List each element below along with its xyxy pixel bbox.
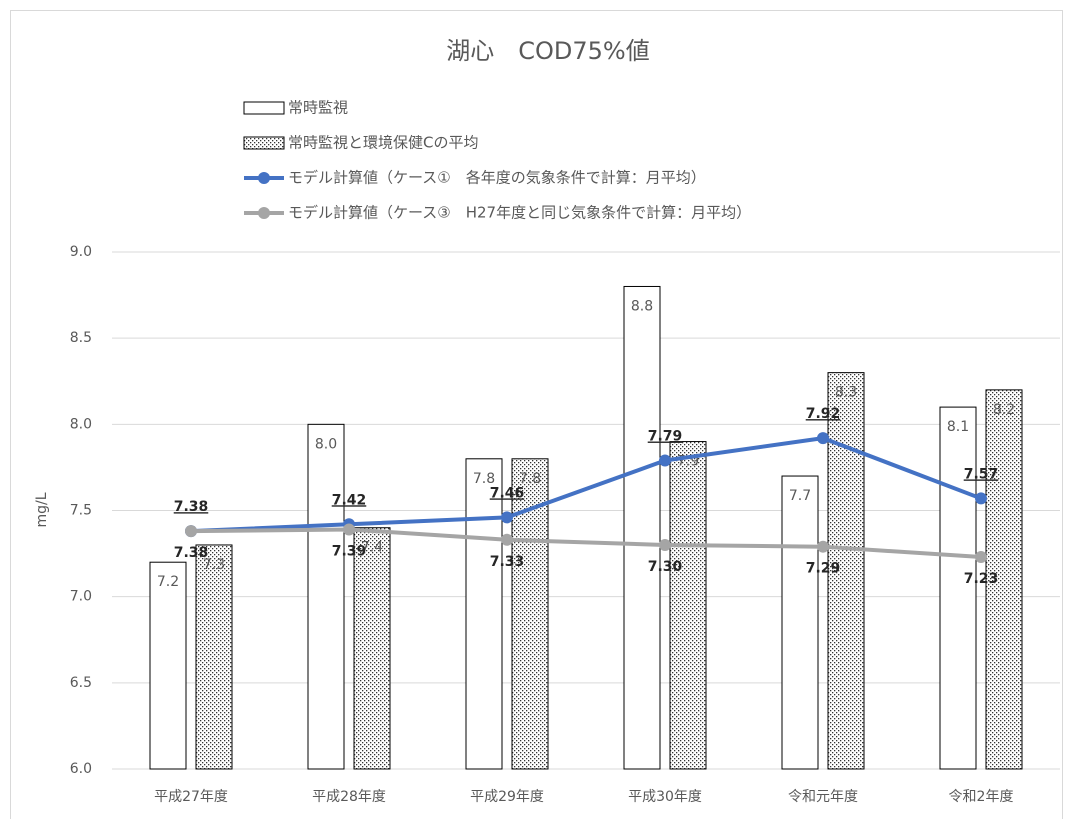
line-marker bbox=[185, 525, 197, 538]
bar bbox=[307, 423, 345, 770]
line-marker bbox=[343, 523, 355, 536]
line-value-label: 7.23 bbox=[964, 571, 999, 587]
bar bbox=[939, 406, 977, 770]
x-tick-label: 平成28年度 bbox=[312, 789, 386, 805]
line-value-label: 7.57 bbox=[964, 466, 999, 482]
chart-title: 湖心 COD75%値 bbox=[446, 37, 649, 65]
line-value-label: 7.38 bbox=[174, 545, 209, 561]
bar-value-label: 7.2 bbox=[157, 574, 179, 590]
line-marker bbox=[817, 432, 829, 445]
x-tick-label: 平成27年度 bbox=[154, 789, 228, 805]
legend-label: モデル計算値（ケース③ H27年度と同じ気象条件で計算：月平均） bbox=[288, 204, 751, 222]
legend-marker bbox=[258, 207, 270, 219]
x-tick-label: 平成30年度 bbox=[628, 789, 702, 805]
legend-marker bbox=[258, 172, 270, 184]
line-marker bbox=[501, 533, 513, 546]
line-marker bbox=[659, 454, 671, 467]
bar bbox=[623, 285, 661, 770]
bar-value-label: 7.4 bbox=[361, 540, 383, 556]
x-tick-label: 令和元年度 bbox=[788, 789, 858, 805]
x-tick-label: 令和2年度 bbox=[949, 789, 1014, 805]
line-marker bbox=[975, 492, 987, 505]
bar-value-label: 7.8 bbox=[519, 471, 541, 487]
line-value-label: 7.46 bbox=[490, 485, 525, 501]
line-marker bbox=[817, 540, 829, 553]
bar-value-label: 7.8 bbox=[473, 471, 495, 487]
y-tick-label: 7.5 bbox=[70, 503, 92, 519]
line-marker bbox=[975, 551, 987, 564]
line bbox=[190, 436, 982, 534]
line-value-label: 7.33 bbox=[490, 554, 525, 570]
line-value-label: 7.39 bbox=[332, 543, 367, 559]
bar-value-label: 8.0 bbox=[315, 436, 337, 452]
line-value-label: 7.29 bbox=[806, 561, 841, 577]
y-tick-label: 6.0 bbox=[70, 761, 92, 777]
legend-label: 常時監視と環境保健Cの平均 bbox=[288, 134, 478, 152]
bar-value-label: 7.3 bbox=[203, 557, 225, 573]
bar-value-label: 8.8 bbox=[631, 298, 653, 314]
y-tick-label: 7.0 bbox=[70, 589, 92, 605]
bar-value-label: 7.7 bbox=[789, 488, 811, 504]
bar bbox=[985, 389, 1023, 770]
line bbox=[190, 527, 982, 560]
bar bbox=[669, 441, 707, 770]
line-value-label: 7.38 bbox=[174, 499, 209, 515]
line-value-label: 7.92 bbox=[806, 406, 841, 422]
bar bbox=[353, 527, 391, 770]
legend-label: 常時監視 bbox=[288, 99, 348, 117]
bar bbox=[465, 458, 503, 770]
bar bbox=[195, 544, 233, 770]
line-value-label: 7.30 bbox=[648, 559, 683, 575]
bar bbox=[827, 372, 865, 770]
y-tick-label: 8.5 bbox=[70, 330, 92, 346]
y-tick-label: 6.5 bbox=[70, 675, 92, 691]
x-tick-label: 平成29年度 bbox=[470, 789, 544, 805]
y-tick-label: 8.0 bbox=[70, 416, 92, 432]
bar-value-label: 8.3 bbox=[835, 385, 857, 401]
y-tick-label: 9.0 bbox=[70, 244, 92, 260]
legend-label: モデル計算値（ケース① 各年度の気象条件で計算：月平均） bbox=[288, 169, 706, 187]
bar bbox=[149, 561, 187, 770]
line-marker bbox=[501, 511, 513, 524]
bar-value-label: 8.2 bbox=[993, 402, 1015, 418]
bar bbox=[781, 475, 819, 770]
legend-swatch bbox=[243, 101, 285, 115]
y-axis-label: mg/L bbox=[34, 492, 50, 527]
line-value-label: 7.42 bbox=[332, 492, 367, 508]
legend-swatch bbox=[243, 136, 285, 150]
line-marker bbox=[659, 538, 671, 551]
bar-value-label: 8.1 bbox=[947, 419, 969, 435]
line-value-label: 7.79 bbox=[648, 429, 683, 445]
